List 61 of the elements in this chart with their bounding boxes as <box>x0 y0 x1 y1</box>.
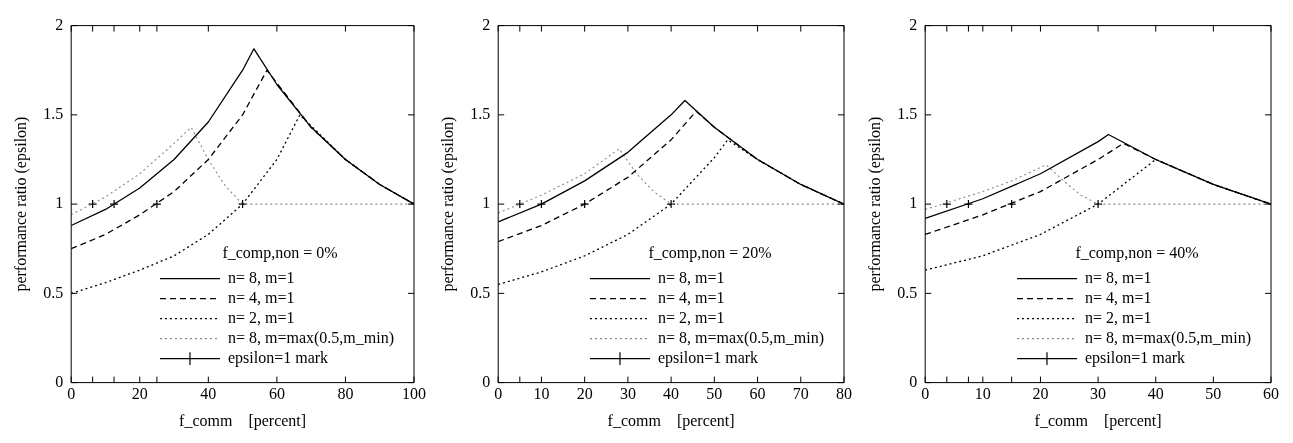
y-tick-label: 1.5 <box>897 105 918 123</box>
y-tick-label: 0.5 <box>43 283 64 301</box>
legend-label: n= 8, m=max(0.5,m_min) <box>1084 328 1251 347</box>
y-axis-title: performance ratio (epsilon) <box>865 116 884 292</box>
legend-label: n= 2, m=1 <box>227 308 295 326</box>
legend-label: n= 8, m=max(0.5,m_min) <box>227 328 394 347</box>
y-tick-label: 0 <box>909 372 918 390</box>
legend-label: epsilon=1 mark <box>227 348 329 367</box>
x-tick-label: 20 <box>131 385 148 403</box>
legend-label: n= 4, m=1 <box>227 288 295 306</box>
legend-label: epsilon=1 mark <box>1084 348 1186 367</box>
legend-label: n= 4, m=1 <box>657 288 725 306</box>
x-tick-label: 30 <box>1090 385 1107 403</box>
y-tick-label: 2 <box>55 15 64 33</box>
y-tick-label: 1 <box>482 194 491 212</box>
legend-label: n= 8, m=max(0.5,m_min) <box>657 328 824 347</box>
y-tick-label: 1.5 <box>43 105 64 123</box>
x-tick-label: 100 <box>402 385 426 403</box>
x-tick-label: 30 <box>619 385 636 403</box>
y-tick-label: 1 <box>909 194 918 212</box>
legend-label: n= 2, m=1 <box>1084 308 1152 326</box>
y-tick-label: 1 <box>55 194 64 212</box>
legend-title: f_comp,non = 20% <box>648 243 772 262</box>
y-tick-label: 2 <box>909 15 918 33</box>
x-tick-label: 60 <box>1263 385 1279 403</box>
x-axis-title: f_comm [percent] <box>607 411 735 430</box>
legend-label: n= 4, m=1 <box>1084 288 1152 306</box>
x-tick-label: 0 <box>921 385 930 403</box>
y-tick-label: 0 <box>482 372 491 390</box>
x-tick-label: 0 <box>67 385 76 403</box>
x-tick-label: 40 <box>1147 385 1164 403</box>
x-tick-label: 20 <box>1032 385 1049 403</box>
x-tick-label: 80 <box>836 385 852 403</box>
x-tick-label: 40 <box>200 385 217 403</box>
legend-label: n= 8, m=1 <box>657 268 725 286</box>
y-axis-title: performance ratio (epsilon) <box>11 116 30 292</box>
x-axis-title: f_comm [percent] <box>179 411 307 430</box>
x-tick-label: 10 <box>974 385 991 403</box>
x-tick-label: 50 <box>1205 385 1222 403</box>
x-tick-label: 50 <box>706 385 723 403</box>
y-tick-label: 0.5 <box>897 283 918 301</box>
y-tick-label: 2 <box>482 15 491 33</box>
y-tick-label: 1.5 <box>470 105 491 123</box>
x-tick-label: 60 <box>268 385 285 403</box>
x-tick-label: 0 <box>494 385 503 403</box>
legend-label: n= 8, m=1 <box>227 268 295 286</box>
y-axis-title: performance ratio (epsilon) <box>438 116 457 292</box>
y-tick-label: 0 <box>55 372 64 390</box>
x-axis-title: f_comm [percent] <box>1034 411 1162 430</box>
x-tick-label: 80 <box>337 385 354 403</box>
y-tick-label: 0.5 <box>470 283 491 301</box>
legend-label: n= 8, m=1 <box>1084 268 1152 286</box>
x-tick-label: 70 <box>792 385 809 403</box>
x-tick-label: 60 <box>749 385 766 403</box>
legend-label: epsilon=1 mark <box>657 348 759 367</box>
x-tick-label: 10 <box>533 385 550 403</box>
legend-title: f_comp,non = 0% <box>222 243 338 262</box>
legend-label: n= 2, m=1 <box>657 308 725 326</box>
legend-title: f_comp,non = 40% <box>1075 243 1199 262</box>
x-tick-label: 40 <box>663 385 680 403</box>
x-tick-label: 20 <box>576 385 593 403</box>
